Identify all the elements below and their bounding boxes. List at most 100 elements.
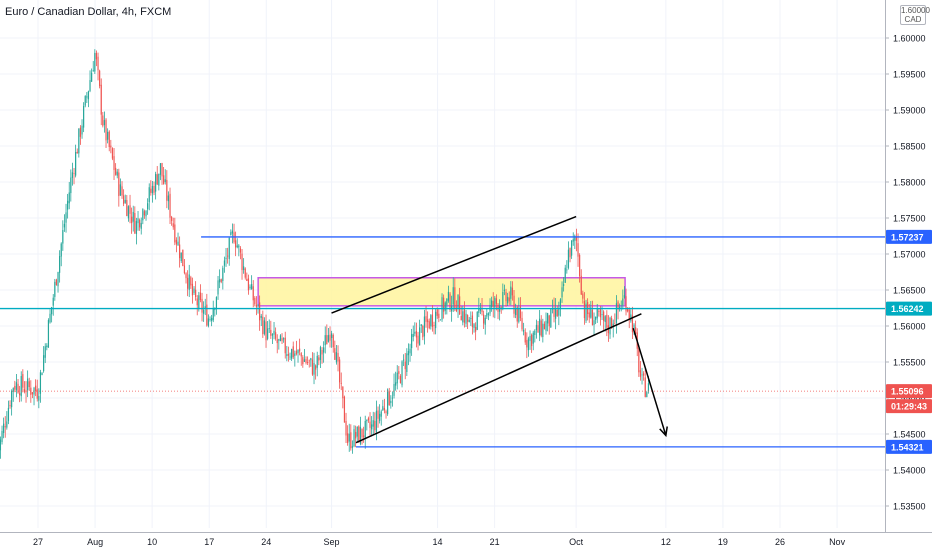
candle-body — [6, 421, 8, 428]
candle-body — [297, 349, 299, 354]
candle-body — [438, 313, 440, 318]
candle-body — [95, 52, 98, 60]
candle-body — [276, 339, 278, 344]
candle-body — [191, 283, 194, 296]
candle-body — [1, 431, 3, 442]
candle-body — [68, 192, 70, 204]
currency-badge-price: 1.60000 — [901, 6, 930, 15]
candle-body — [38, 395, 40, 401]
candle-body — [449, 293, 451, 311]
candle-body — [404, 361, 406, 370]
candle-body — [67, 200, 69, 210]
candle-body — [547, 313, 549, 324]
y-tick-label: 1.60000 — [893, 34, 926, 44]
candle-body — [567, 249, 570, 268]
candle-body — [279, 335, 282, 342]
candle-body — [23, 389, 26, 392]
candle-body — [491, 300, 493, 308]
candle-body — [260, 315, 262, 318]
candle-body — [0, 439, 2, 451]
candle-body — [217, 280, 219, 295]
candle-body — [169, 193, 171, 218]
candle-body — [263, 320, 266, 334]
candle-body — [291, 348, 293, 359]
candle-body — [484, 317, 486, 325]
candle-body — [563, 284, 565, 286]
candle-body — [615, 303, 618, 323]
currency-badge[interactable]: 1.60000 CAD — [900, 5, 930, 25]
candle-body — [52, 297, 54, 306]
current-price-tag-bg — [886, 384, 932, 399]
candle-body — [347, 433, 349, 443]
candle-body — [27, 378, 29, 391]
candle-body — [155, 173, 157, 192]
candle-body — [220, 279, 222, 282]
candle-body — [92, 70, 94, 72]
candle-body — [337, 352, 339, 362]
candle-body — [223, 260, 226, 266]
candle-body — [60, 243, 62, 257]
candle-body — [327, 335, 330, 342]
candle-body — [393, 384, 395, 396]
candle-body — [510, 286, 512, 299]
candle-body — [195, 289, 197, 298]
candle-body — [33, 387, 35, 395]
candle-body — [396, 372, 398, 384]
candle-body — [281, 338, 283, 341]
candle-body — [462, 311, 464, 323]
candle-body — [516, 306, 518, 322]
candle-body — [463, 308, 466, 323]
candle-body — [467, 314, 469, 322]
candle-body — [380, 411, 382, 417]
candle-body — [310, 358, 312, 361]
candle-body — [342, 386, 344, 399]
candle-body — [11, 391, 13, 408]
candle-body — [580, 275, 582, 295]
candle-body — [31, 392, 34, 395]
candle-body — [457, 294, 459, 309]
candle-body — [614, 323, 616, 325]
candle-body — [76, 151, 78, 154]
candle-body — [532, 332, 534, 344]
candle-body — [622, 298, 624, 306]
candle-body — [36, 389, 38, 399]
candle-body — [476, 311, 478, 330]
candle-body — [593, 320, 595, 326]
down-arrow-head — [659, 426, 668, 438]
candle-body — [353, 429, 355, 447]
candle-body — [364, 420, 366, 440]
candle-body — [455, 307, 458, 311]
candle-body — [241, 253, 243, 271]
candle-body — [439, 319, 442, 321]
candle-body — [163, 175, 165, 184]
candle-body — [395, 382, 397, 386]
candle-body — [646, 392, 648, 398]
candle-body — [84, 96, 86, 106]
candle-body — [523, 329, 525, 332]
candle-body — [558, 308, 560, 316]
y-tick-label: 1.58000 — [893, 178, 926, 188]
candle-body — [134, 212, 136, 234]
candle-body — [246, 278, 248, 282]
candle-body — [316, 355, 318, 368]
candle-body — [243, 266, 245, 270]
candle-body — [513, 295, 515, 314]
candle-body — [355, 431, 357, 439]
candle-body — [588, 312, 590, 318]
candle-body — [446, 298, 448, 305]
x-tick-label: 12 — [661, 537, 671, 547]
candle-body — [247, 278, 250, 291]
candle-body — [4, 426, 6, 428]
candle-body — [188, 274, 190, 290]
candle-body — [579, 254, 581, 277]
candle-body — [582, 293, 584, 299]
candle-body — [161, 163, 163, 177]
candle-body — [535, 324, 538, 331]
candle-body — [25, 390, 27, 393]
candle-body — [81, 125, 83, 135]
candle-body — [526, 340, 528, 348]
candle-body — [14, 385, 16, 390]
candle-body — [339, 359, 341, 383]
candle-body — [180, 252, 182, 261]
